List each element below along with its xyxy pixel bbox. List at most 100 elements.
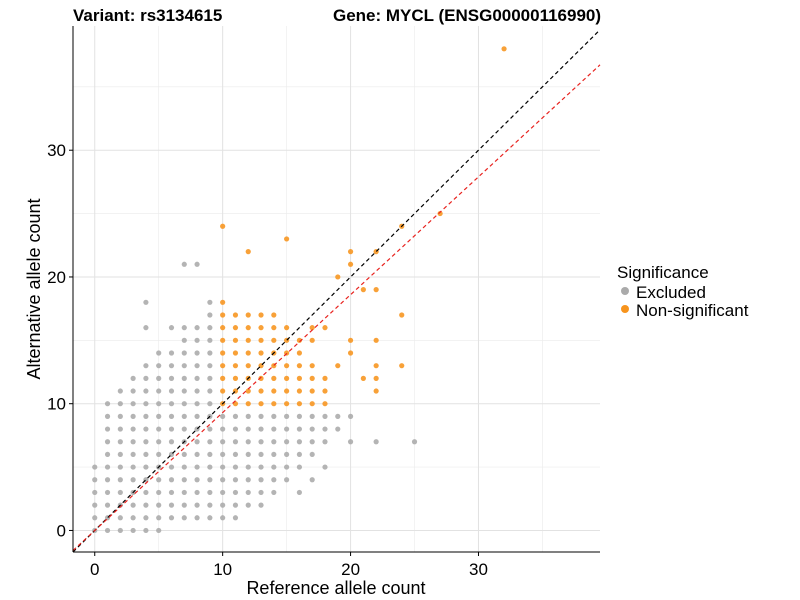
- data-point-excluded: [156, 515, 162, 521]
- data-point-excluded: [156, 350, 162, 356]
- data-point-excluded: [194, 261, 200, 267]
- data-point-excluded: [220, 477, 226, 483]
- x-tick-label: 30: [469, 560, 488, 579]
- data-point-non-significant: [258, 350, 264, 356]
- data-point-non-significant: [373, 388, 379, 394]
- x-tick-label: 0: [90, 560, 99, 579]
- legend-key-excluded: [621, 287, 629, 295]
- data-point-excluded: [117, 439, 123, 445]
- data-point-excluded: [322, 439, 328, 445]
- legend-label-non-significant: Non-significant: [636, 301, 749, 320]
- data-point-excluded: [181, 350, 187, 356]
- data-point-excluded: [207, 464, 213, 470]
- data-point-excluded: [92, 502, 98, 508]
- data-point-excluded: [104, 451, 111, 458]
- data-point-excluded: [143, 527, 149, 534]
- data-point-excluded: [130, 426, 136, 432]
- data-point-excluded: [143, 489, 149, 496]
- data-point-excluded: [168, 502, 175, 508]
- data-point-excluded: [207, 489, 213, 496]
- y-tick-label: 30: [47, 141, 66, 160]
- data-point-excluded: [220, 451, 226, 458]
- data-point-excluded: [207, 363, 213, 369]
- data-point-non-significant: [347, 337, 354, 343]
- data-point-excluded: [181, 451, 187, 458]
- data-point-non-significant: [245, 363, 251, 369]
- data-point-excluded: [258, 464, 264, 470]
- data-point-excluded: [143, 388, 149, 394]
- data-point-excluded: [194, 439, 200, 445]
- data-point-non-significant: [284, 325, 290, 331]
- data-point-excluded: [232, 489, 239, 496]
- data-point-excluded: [117, 477, 123, 483]
- chart-title-variant: Variant: rs3134615: [73, 6, 222, 25]
- data-point-non-significant: [258, 401, 264, 407]
- data-point-excluded: [130, 388, 136, 394]
- data-point-excluded: [258, 502, 264, 508]
- data-point-excluded: [181, 502, 187, 508]
- data-point-non-significant: [220, 350, 226, 356]
- data-point-excluded: [194, 325, 200, 331]
- data-point-non-significant: [284, 401, 290, 407]
- data-point-non-significant: [232, 325, 239, 331]
- data-point-excluded: [207, 426, 213, 432]
- data-point-non-significant: [284, 375, 290, 381]
- data-point-excluded: [207, 401, 213, 407]
- data-point-excluded: [156, 502, 162, 508]
- data-point-excluded: [181, 464, 187, 470]
- data-point-non-significant: [258, 388, 264, 394]
- data-point-excluded: [271, 426, 277, 432]
- data-point-excluded: [309, 426, 315, 432]
- data-point-excluded: [347, 413, 354, 419]
- data-point-excluded: [335, 426, 341, 432]
- data-point-excluded: [232, 451, 239, 458]
- legend-label-excluded: Excluded: [636, 283, 706, 302]
- data-point-excluded: [296, 413, 303, 419]
- data-point-excluded: [168, 489, 175, 496]
- data-point-excluded: [194, 363, 200, 369]
- data-point-excluded: [194, 337, 200, 343]
- data-point-excluded: [143, 451, 149, 458]
- data-point-non-significant: [284, 388, 290, 394]
- data-point-non-significant: [245, 401, 251, 407]
- x-tick-label: 10: [213, 560, 232, 579]
- data-point-excluded: [347, 439, 354, 445]
- data-point-non-significant: [347, 350, 354, 356]
- data-point-non-significant: [373, 375, 379, 381]
- data-point-excluded: [207, 299, 213, 305]
- data-point-excluded: [258, 477, 264, 483]
- data-point-excluded: [309, 413, 315, 419]
- data-point-excluded: [156, 426, 162, 432]
- data-point-excluded: [181, 325, 187, 331]
- data-point-excluded: [181, 261, 187, 267]
- data-point-excluded: [258, 413, 264, 419]
- legend-item-excluded: Excluded: [621, 283, 706, 302]
- data-point-non-significant: [296, 363, 303, 369]
- data-point-excluded: [232, 502, 239, 508]
- data-point-excluded: [117, 413, 123, 419]
- data-point-excluded: [284, 439, 290, 445]
- data-point-excluded: [181, 426, 187, 432]
- data-point-non-significant: [220, 312, 226, 318]
- data-point-excluded: [130, 464, 136, 470]
- data-point-non-significant: [245, 249, 251, 255]
- data-point-non-significant: [322, 401, 328, 407]
- data-point-excluded: [143, 515, 149, 521]
- data-point-excluded: [168, 439, 175, 445]
- data-point-excluded: [271, 489, 277, 496]
- data-point-excluded: [322, 413, 328, 419]
- data-point-excluded: [117, 527, 123, 534]
- data-point-excluded: [117, 426, 123, 432]
- data-point-excluded: [284, 426, 290, 432]
- data-point-non-significant: [373, 287, 379, 293]
- data-point-excluded: [220, 502, 226, 508]
- data-point-non-significant: [232, 375, 239, 381]
- data-point-excluded: [207, 388, 213, 394]
- chart-title-gene: Gene: MYCL (ENSG00000116990): [333, 6, 601, 25]
- data-point-non-significant: [373, 337, 379, 343]
- data-point-excluded: [104, 477, 111, 483]
- data-point-excluded: [143, 363, 149, 369]
- data-point-non-significant: [360, 375, 366, 381]
- data-point-non-significant: [373, 363, 379, 369]
